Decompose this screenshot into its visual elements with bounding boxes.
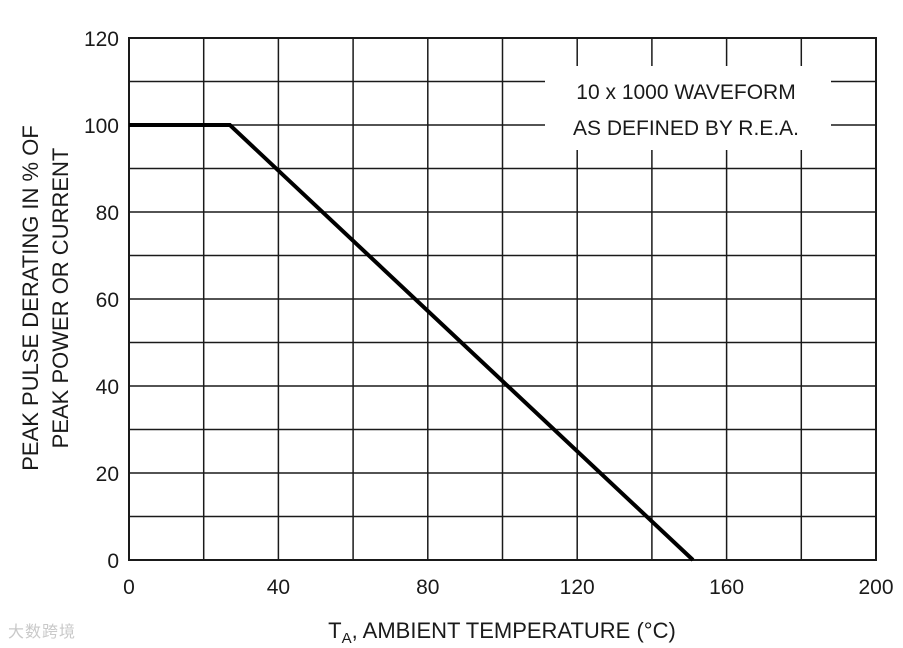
x-tick-label: 40: [267, 576, 290, 599]
x-tick-label: 160: [709, 576, 744, 599]
y-tick-label: 80: [96, 202, 119, 225]
y-tick-label: 20: [96, 463, 119, 486]
annotation-line-2: AS DEFINED BY R.E.A.: [573, 117, 799, 140]
x-tick-label: 80: [416, 576, 439, 599]
y-axis-title-line-1: PEAK PULSE DERATING IN % OF: [18, 125, 43, 471]
y-tick-labels: 0 20 40 60 80 100 120: [84, 28, 119, 573]
x-tick-label: 0: [123, 576, 135, 599]
y-tick-label: 40: [96, 376, 119, 399]
y-tick-label: 0: [107, 550, 119, 573]
x-tick-label: 120: [560, 576, 595, 599]
x-axis-title: TA, AMBIENT TEMPERATURE (°C): [328, 618, 676, 647]
watermark-logo: 大数跨境: [8, 622, 77, 641]
y-axis-title-line-2: PEAK POWER OR CURRENT: [48, 148, 73, 449]
y-tick-label: 60: [96, 289, 119, 312]
series-layer: [129, 123, 695, 562]
annotation-background: [545, 66, 831, 150]
plot-frame: [128, 37, 877, 561]
annotation-line-1: 10 x 1000 WAVEFORM: [576, 81, 795, 104]
plot-border: [128, 37, 877, 561]
annotation-box: 10 x 1000 WAVEFORM AS DEFINED BY R.E.A.: [545, 66, 831, 150]
derating-curve: [129, 123, 695, 562]
y-tick-label: 100: [84, 115, 119, 138]
y-tick-label: 120: [84, 28, 119, 51]
x-tick-labels: 0 40 80 120 160 200: [123, 576, 893, 599]
x-tick-label: 200: [858, 576, 893, 599]
